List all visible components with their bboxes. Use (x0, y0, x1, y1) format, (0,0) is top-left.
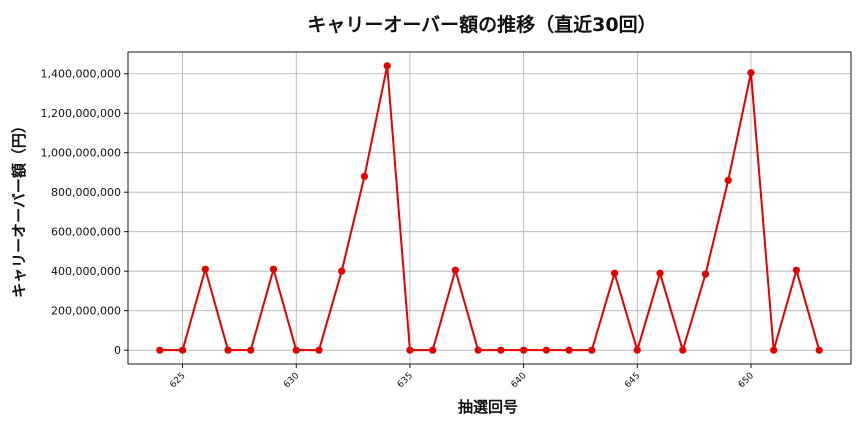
x-tick-label: 630 (282, 371, 301, 390)
grid (128, 52, 851, 364)
plot-frame (127, 51, 852, 365)
data-point (633, 346, 641, 354)
data-point (474, 346, 482, 354)
y-axis-label: キャリーオーバー額（円） (10, 118, 28, 298)
data-point (247, 346, 255, 354)
data-point (520, 346, 528, 354)
data-point (497, 346, 505, 354)
data-point (792, 266, 801, 274)
x-tick-label: 650 (737, 371, 756, 390)
series-path (159, 64, 821, 352)
data-point (360, 172, 369, 181)
x-tick-label: 640 (510, 371, 529, 390)
chart-title: キャリーオーバー額の推移（直近30回） (307, 13, 656, 36)
series-line (156, 62, 823, 354)
y-tick-label: 1,000,000,000 (41, 147, 121, 160)
data-point (269, 265, 278, 273)
x-tick-label: 635 (396, 371, 415, 390)
x-tick-label: 625 (168, 371, 187, 390)
data-point (383, 62, 391, 70)
data-point (610, 269, 619, 277)
y-tick-label: 400,000,000 (51, 265, 121, 278)
data-point (224, 346, 232, 354)
data-point (656, 269, 664, 277)
data-point (747, 69, 755, 77)
data-point (156, 346, 164, 354)
data-point (565, 346, 573, 354)
y-tick-label: 0 (114, 344, 121, 357)
data-point (588, 346, 596, 354)
data-point (679, 346, 687, 354)
data-point (815, 346, 823, 354)
x-axis-label: 抽選回号 (458, 398, 518, 416)
data-point (201, 265, 209, 273)
data-point (701, 270, 710, 278)
data-point (542, 346, 550, 354)
data-point (724, 176, 732, 184)
data-point (429, 346, 437, 354)
y-tick-label: 600,000,000 (51, 226, 121, 239)
data-point (178, 346, 187, 354)
data-point (770, 346, 778, 354)
data-point (338, 267, 346, 275)
axes: 625 630 635 640 645 650 0 200,000,000 400,000,00… (41, 51, 852, 390)
y-tick-label: 200,000,000 (51, 305, 121, 318)
y-tick-label: 1,400,000,000 (41, 68, 121, 81)
y-tick-label: 1,200,000,000 (41, 107, 121, 120)
data-point (406, 346, 414, 354)
data-point (292, 346, 300, 354)
x-tick-label: 645 (623, 371, 642, 390)
data-point (315, 346, 323, 354)
y-tick-label: 800,000,000 (51, 186, 121, 199)
data-point (451, 266, 459, 274)
